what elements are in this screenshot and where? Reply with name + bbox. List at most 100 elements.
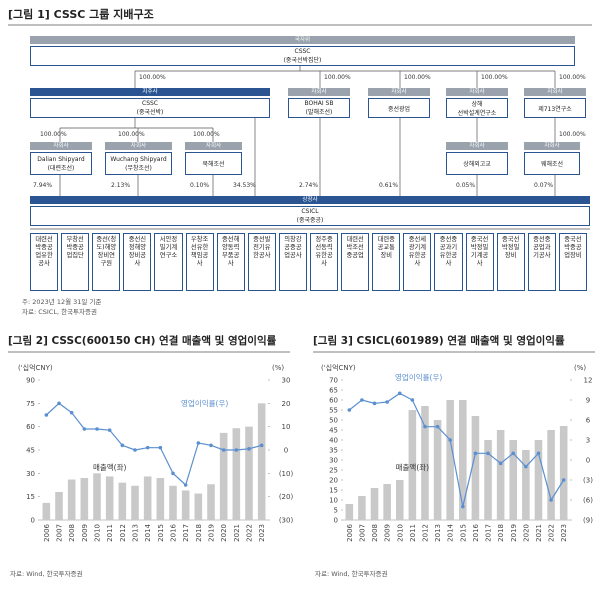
ownership-label: 7.94% xyxy=(33,182,53,189)
line-point xyxy=(209,443,213,448)
bar xyxy=(370,488,379,520)
node-label: 중선광업 xyxy=(387,105,411,113)
y-tick-label: 50 xyxy=(329,417,338,425)
y-tick-label: 20 xyxy=(329,477,338,485)
node-label: Wuchang Shipyard xyxy=(110,155,167,163)
subsidiary: 대련선박중공업유한공사 xyxy=(30,233,59,291)
node-box: BOHAI SB (발해조선) xyxy=(288,98,350,118)
x-tick-label: 2014 xyxy=(447,523,455,541)
line-point xyxy=(397,391,402,396)
y2-tick-label: (20) xyxy=(279,493,294,501)
node-label: (대련조선) xyxy=(47,164,75,172)
y-tick-label: 25 xyxy=(329,467,338,475)
line-point xyxy=(498,461,503,466)
ownership-label: 100.00% xyxy=(481,74,508,81)
org-connectors xyxy=(8,24,592,230)
y2-tick-label: 20 xyxy=(282,400,291,408)
x-tick-label: 2010 xyxy=(94,524,102,542)
node-label: (무창조선) xyxy=(125,164,152,172)
line-point xyxy=(158,445,163,450)
x-tick-label: 2013 xyxy=(132,524,140,542)
node-box: 상해 선박설계연구소 xyxy=(446,98,508,118)
node-label: 북해조선 xyxy=(202,161,225,168)
subsidiary: 중선중공과기유한공사 xyxy=(434,233,463,291)
ownership-label: 100.00% xyxy=(324,74,351,81)
bar xyxy=(105,476,114,520)
y-tick-label: 70 xyxy=(329,377,338,385)
chart-source: 자료: Wind, 한국투자증권 xyxy=(10,569,83,578)
node-box: CSICL (중국중공) xyxy=(30,206,590,226)
subsidiary: 서안정밀기계연구소 xyxy=(154,233,183,291)
y-tick-label: 10 xyxy=(329,497,338,505)
series-label: 영업이익률(우) xyxy=(395,372,442,382)
line-point xyxy=(473,451,478,456)
node-label: (중국선박집단) xyxy=(283,57,322,64)
node-label: 선박설계연구소 xyxy=(457,110,497,117)
subsidiary: 중선중공업과기공사 xyxy=(527,233,556,291)
x-tick-label: 2011 xyxy=(409,524,417,542)
line-point xyxy=(196,441,201,445)
node-label: (중국중공) xyxy=(296,217,324,224)
ownership-label: 100.00% xyxy=(559,74,586,81)
bar xyxy=(547,430,555,520)
line-point xyxy=(44,413,49,417)
y-tick-label: 30 xyxy=(26,470,35,478)
line xyxy=(45,402,262,487)
bar xyxy=(345,504,354,520)
x-tick-label: 2016 xyxy=(472,523,480,541)
x-tick-label: 2006 xyxy=(346,523,354,541)
node-box: CSSC (중국선박집단) xyxy=(30,46,575,66)
node-box: 상해외고교 xyxy=(446,152,508,175)
node-box: 웨해조선 xyxy=(524,152,580,175)
line-point xyxy=(171,471,175,476)
y-tick-label: 60 xyxy=(329,397,338,405)
line-point xyxy=(486,451,490,456)
bar xyxy=(433,420,442,520)
bar xyxy=(219,432,228,520)
node-box: 제713연구소 xyxy=(524,98,586,118)
x-tick-label: 2015 xyxy=(459,524,467,542)
bar xyxy=(67,479,76,520)
x-tick-label: 2021 xyxy=(535,524,543,542)
line-point xyxy=(95,427,99,431)
node-tag: 자회사 xyxy=(446,142,508,150)
bar xyxy=(169,485,177,520)
subsidiary: 중선세광기계유한공사 xyxy=(403,233,432,291)
subsidiary: 중선(청도)해양장비연구원 xyxy=(92,233,121,291)
node-tag: 자회사 xyxy=(105,142,172,150)
bar xyxy=(484,440,492,520)
line-point xyxy=(247,447,251,451)
y-tick-label: 45 xyxy=(26,447,35,455)
node-box: Dalian Shipyard (대련조선) xyxy=(30,152,92,175)
bar xyxy=(421,406,429,520)
line-point xyxy=(145,445,150,450)
subsidiary: 대련중공교통장비 xyxy=(372,233,401,291)
figure-title: [그림 1] CSSC 그룹 지배구조 xyxy=(8,8,154,21)
x-tick-label: 2019 xyxy=(510,524,518,542)
bar xyxy=(395,480,404,520)
y-tick-label: 0 xyxy=(334,517,338,525)
node-label: BOHAI SB xyxy=(304,100,334,107)
y2-tick-label: (3) xyxy=(583,477,593,485)
bar xyxy=(383,484,391,520)
line-point xyxy=(107,428,112,432)
bar xyxy=(80,478,89,520)
y-tick-label: 30 xyxy=(329,457,338,465)
ownership-label: 0.61% xyxy=(379,182,399,189)
bar xyxy=(42,502,51,520)
bar xyxy=(55,492,63,520)
y-tick-label: 90 xyxy=(26,377,35,385)
line-point xyxy=(69,410,74,415)
ownership-label: 100.00% xyxy=(40,131,67,138)
node-box: 북해조선 xyxy=(185,152,242,175)
node-label: (발해조선) xyxy=(305,109,333,116)
node-box: CSSC (중국선박) xyxy=(30,98,270,118)
bar xyxy=(181,490,190,520)
bar xyxy=(245,426,253,520)
node-box: 중선광업 xyxy=(368,98,430,118)
bar xyxy=(471,416,480,520)
line-point xyxy=(549,498,553,502)
node-label: Dalian Shipyard xyxy=(37,155,85,163)
node-tag: 자회사 xyxy=(446,88,508,96)
line-point xyxy=(183,483,188,487)
